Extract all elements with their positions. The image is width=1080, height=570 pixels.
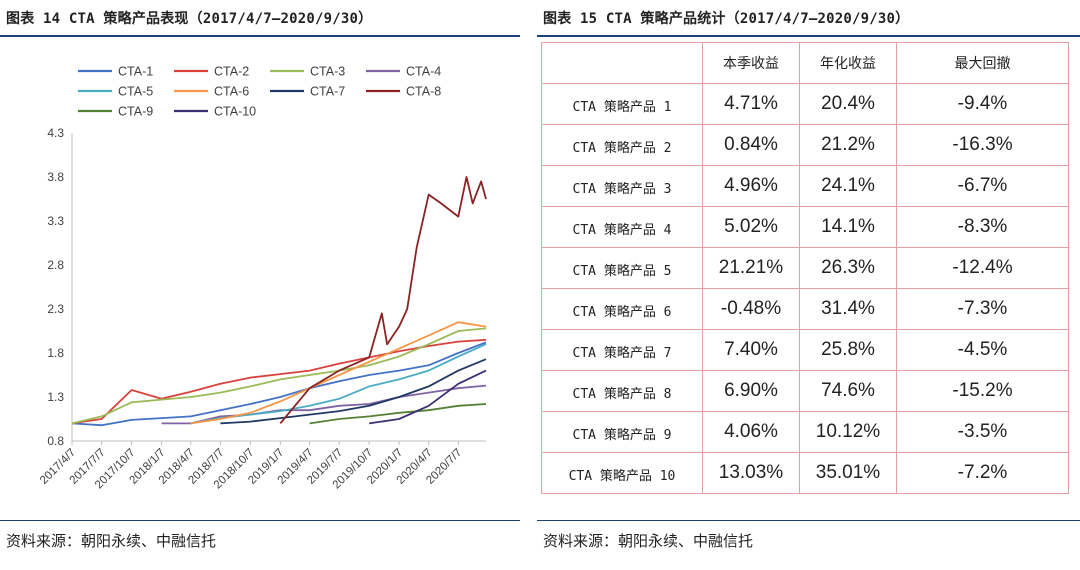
series-line-cta-6 <box>190 321 487 425</box>
annual-return: 21.2% <box>799 124 897 166</box>
table-row: CTA 策略产品 3 4.96% 24.1% -6.7% <box>541 165 1069 207</box>
annual-return: 24.1% <box>799 165 897 207</box>
source-rule <box>0 520 520 521</box>
table-figure-title: 图表 15 CTA 策略产品统计（2017/4/7—2020/9/30） <box>543 11 910 27</box>
quarter-return: 21.21% <box>702 247 800 289</box>
series-line-cta-9 <box>309 403 487 425</box>
table-row: CTA 策略产品 4 5.02% 14.1% -8.3% <box>541 206 1069 248</box>
table-row: CTA 策略产品 1 4.71% 20.4% -9.4% <box>541 83 1069 125</box>
series-line-cta-7 <box>220 358 487 425</box>
product-name: CTA 策略产品 8 <box>541 370 703 412</box>
table-row: CTA 策略产品 6 -0.48% 31.4% -7.3% <box>541 288 1069 330</box>
annual-return: 31.4% <box>799 288 897 330</box>
header-quarter: 本季收益 <box>702 42 800 84</box>
legend-label: CTA-5 <box>118 85 153 99</box>
legend-label: CTA-2 <box>214 65 249 79</box>
annual-return: 14.1% <box>799 206 897 248</box>
annual-return: 74.6% <box>799 370 897 412</box>
quarter-return: 4.71% <box>702 83 800 125</box>
product-name: CTA 策略产品 5 <box>541 247 703 289</box>
y-tick-label: 3.3 <box>47 214 64 228</box>
max-drawdown: -7.3% <box>896 288 1069 330</box>
max-drawdown: -4.5% <box>896 329 1069 371</box>
product-name: CTA 策略产品 6 <box>541 288 703 330</box>
series-line-cta-4 <box>161 384 487 425</box>
y-tick-label: 1.8 <box>47 346 64 360</box>
source-rule <box>537 520 1080 521</box>
legend-label: CTA-10 <box>214 105 256 119</box>
product-name: CTA 策略产品 3 <box>541 165 703 207</box>
annual-return: 35.01% <box>799 452 897 494</box>
y-tick-label: 2.3 <box>47 302 64 316</box>
max-drawdown: -7.2% <box>896 452 1069 494</box>
line-chart: 0.81.31.82.32.83.33.84.32017/4/72017/7/7… <box>38 65 487 491</box>
title-rule <box>537 35 1080 37</box>
quarter-return: 0.84% <box>702 124 800 166</box>
table-row: CTA 策略产品 7 7.40% 25.8% -4.5% <box>541 329 1069 371</box>
y-tick-label: 4.3 <box>47 126 64 140</box>
quarter-return: 4.96% <box>702 165 800 207</box>
max-drawdown: -15.2% <box>896 370 1069 412</box>
stats-table: 本季收益 年化收益 最大回撤 CTA 策略产品 1 4.71% 20.4% -9… <box>541 42 1069 494</box>
chart-panel: 图表 14 CTA 策略产品表现（2017/4/7—2020/9/30） 0.8… <box>0 0 520 570</box>
header-blank <box>541 42 703 84</box>
quarter-return: 4.06% <box>702 411 800 453</box>
table-row: CTA 策略产品 10 13.03% 35.01% -7.2% <box>541 452 1069 494</box>
product-name: CTA 策略产品 2 <box>541 124 703 166</box>
legend-label: CTA-1 <box>118 65 153 79</box>
table-row: CTA 策略产品 2 0.84% 21.2% -16.3% <box>541 124 1069 166</box>
quarter-return: 6.90% <box>702 370 800 412</box>
title-rule <box>0 35 520 37</box>
quarter-return: 13.03% <box>702 452 800 494</box>
table-source: 资料来源：朝阳永续、中融信托 <box>543 532 754 550</box>
max-drawdown: -9.4% <box>896 83 1069 125</box>
legend-label: CTA-4 <box>406 65 441 79</box>
y-tick-label: 2.8 <box>47 258 64 272</box>
quarter-return: -0.48% <box>702 288 800 330</box>
annual-return: 20.4% <box>799 83 897 125</box>
series-line-cta-10 <box>369 369 487 425</box>
annual-return: 26.3% <box>799 247 897 289</box>
y-tick-label: 0.8 <box>47 434 64 448</box>
series-line-cta-8 <box>279 176 487 424</box>
annual-return: 10.12% <box>799 411 897 453</box>
chart-source: 资料来源：朝阳永续、中融信托 <box>6 532 217 550</box>
legend-label: CTA-6 <box>214 85 249 99</box>
product-name: CTA 策略产品 1 <box>541 83 703 125</box>
legend-label: CTA-3 <box>310 65 345 79</box>
legend-label: CTA-8 <box>406 85 441 99</box>
table-panel: 图表 15 CTA 策略产品统计（2017/4/7—2020/9/30） 本季收… <box>537 0 1080 570</box>
table-row: CTA 策略产品 5 21.21% 26.3% -12.4% <box>541 247 1069 289</box>
product-name: CTA 策略产品 4 <box>541 206 703 248</box>
series-line-cta-1 <box>71 341 487 427</box>
product-name: CTA 策略产品 10 <box>541 452 703 494</box>
table-row: CTA 策略产品 8 6.90% 74.6% -15.2% <box>541 370 1069 412</box>
header-annual: 年化收益 <box>799 42 897 84</box>
quarter-return: 5.02% <box>702 206 800 248</box>
max-drawdown: -6.7% <box>896 165 1069 207</box>
max-drawdown: -8.3% <box>896 206 1069 248</box>
annual-return: 25.8% <box>799 329 897 371</box>
series-line-cta-3 <box>71 327 487 425</box>
max-drawdown: -16.3% <box>896 124 1069 166</box>
table-header-row: 本季收益 年化收益 最大回撤 <box>541 42 1069 84</box>
max-drawdown: -12.4% <box>896 247 1069 289</box>
max-drawdown: -3.5% <box>896 411 1069 453</box>
y-tick-label: 3.8 <box>47 170 64 184</box>
header-drawdown: 最大回撤 <box>896 42 1069 84</box>
chart-figure-title: 图表 14 CTA 策略产品表现（2017/4/7—2020/9/30） <box>6 11 373 27</box>
product-name: CTA 策略产品 9 <box>541 411 703 453</box>
quarter-return: 7.40% <box>702 329 800 371</box>
y-tick-label: 1.3 <box>47 390 64 404</box>
legend-label: CTA-9 <box>118 105 153 119</box>
legend-label: CTA-7 <box>310 85 345 99</box>
table-row: CTA 策略产品 9 4.06% 10.12% -3.5% <box>541 411 1069 453</box>
product-name: CTA 策略产品 7 <box>541 329 703 371</box>
